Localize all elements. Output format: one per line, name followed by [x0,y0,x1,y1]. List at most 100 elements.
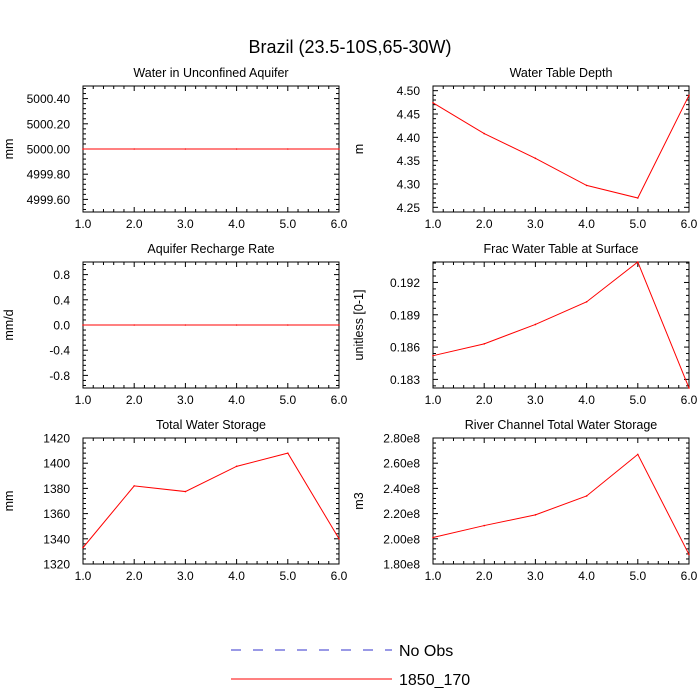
x-tick-label: 4.0 [578,569,595,583]
panel-title: Water in Unconfined Aquifer [133,66,288,80]
x-tick-label: 1.0 [425,217,442,231]
data-point [585,301,588,303]
data-point [432,102,434,104]
data-point [585,495,588,497]
x-tick-label: 5.0 [279,393,296,407]
x-tick-label: 5.0 [279,217,296,231]
y-tick-label: 4.40 [397,131,421,145]
panel-4: Frac Water Table at Surface unitless [0-1… [352,242,698,407]
data-point [133,324,135,326]
panels: Water in Unconfined Aquifer mm 1.0 2.0 3.0 4.… [2,66,698,583]
panel-1: Water in Unconfined Aquifer mm 1.0 2.0 3.0 4.… [2,66,348,231]
panel-5: Total Water Storage mm 1.0 2.0 3.0 4.0 5.0 6.0 1… [2,418,348,583]
y-tick-label: 0.8 [53,268,70,282]
data-point [637,261,639,263]
y-tick-label: 1320 [43,558,70,572]
x-tick-label: 3.0 [177,217,194,231]
data-point [184,148,187,150]
legend-entry: 1850_170 [231,672,470,689]
data-point [338,324,340,326]
y-tick-label: 5000.20 [27,117,71,131]
y-tick-label: 4.25 [397,201,421,215]
legend-entry: No Obs [231,643,453,660]
data-point [585,184,588,187]
plot-frame [82,437,340,565]
x-tick-label: 1.0 [75,569,92,583]
data-point [287,324,289,326]
y-tick-label: 1340 [43,532,70,546]
data-point [432,354,434,357]
data-point [287,452,289,454]
y-tick-label: 1420 [43,432,70,446]
y-tick-label: 0.186 [390,341,420,355]
y-tick-label: 0.192 [390,276,420,290]
x-tick-label: 4.0 [228,393,245,407]
legend-label: No Obs [399,643,453,660]
series-line [432,95,690,199]
x-tick-label: 4.0 [228,569,245,583]
y-axis-label: mm [2,491,16,512]
panel-3: Aquifer Recharge Rate mm/d 1.0 2.0 3.0 4.0 5.0… [2,242,348,407]
x-tick-label: 1.0 [75,393,92,407]
x-tick-label: 5.0 [629,569,646,583]
data-point [483,132,486,135]
x-tick-label: 6.0 [681,569,698,583]
x-tick-label: 6.0 [331,217,348,231]
figure-title: Brazil (23.5-10S,65-30W) [248,37,451,57]
data-point [432,536,434,539]
y-tick-label: -0.8 [49,369,70,383]
y-tick-label: 4.30 [397,178,421,192]
data-point [82,324,84,326]
y-tick-label: 4.35 [397,154,421,168]
y-axis-label: m [352,144,366,154]
x-tick-label: 2.0 [476,569,493,583]
y-axis-label: unitless [0-1] [352,290,366,361]
x-tick-label: 4.0 [578,217,595,231]
x-tick-label: 6.0 [331,569,348,583]
plot-frame [432,85,690,213]
y-tick-label: 4999.60 [27,193,71,207]
data-point [534,323,537,326]
panel-title: Frac Water Table at Surface [484,242,639,256]
series-line [432,453,690,555]
x-tick-label: 3.0 [527,569,544,583]
data-point [637,453,639,456]
legend-label: 1850_170 [399,672,470,689]
x-tick-label: 3.0 [527,393,544,407]
data-point [637,197,639,199]
x-tick-label: 3.0 [177,569,194,583]
data-point [534,157,537,160]
panel-2: Water Table Depth m 1.0 2.0 3.0 4.0 5.0 6.0 4.25… [352,66,698,231]
x-tick-label: 6.0 [681,393,698,407]
x-tick-label: 2.0 [126,569,143,583]
data-point [184,324,187,326]
data-point [688,94,690,97]
panel-title: River Channel Total Water Storage [465,418,658,432]
panel-title: Total Water Storage [156,418,266,432]
y-tick-label: 0.183 [390,373,420,387]
y-tick-label: 2.00e8 [383,532,420,546]
x-tick-label: 2.0 [126,393,143,407]
panel-6: River Channel Total Water Storage m3 1.0 2.… [352,418,698,583]
y-tick-label: 0.189 [390,308,420,322]
x-tick-label: 6.0 [681,217,698,231]
data-point [534,514,537,516]
x-tick-label: 6.0 [331,393,348,407]
y-tick-label: 4.45 [397,108,421,122]
x-tick-label: 2.0 [476,217,493,231]
y-tick-label: 5000.00 [27,143,71,157]
x-tick-label: 5.0 [629,217,646,231]
data-point [235,148,238,150]
series-line [82,452,340,548]
data-point [235,324,238,326]
data-point [82,148,84,150]
data-point [483,343,486,345]
y-tick-label: 1.80e8 [383,558,420,572]
y-tick-label: 2.60e8 [383,457,420,471]
legend: No Obs 1850_170 [231,643,470,689]
data-point [184,490,187,493]
plot-frame [432,437,690,565]
y-tick-label: 1380 [43,482,70,496]
x-tick-label: 2.0 [126,217,143,231]
